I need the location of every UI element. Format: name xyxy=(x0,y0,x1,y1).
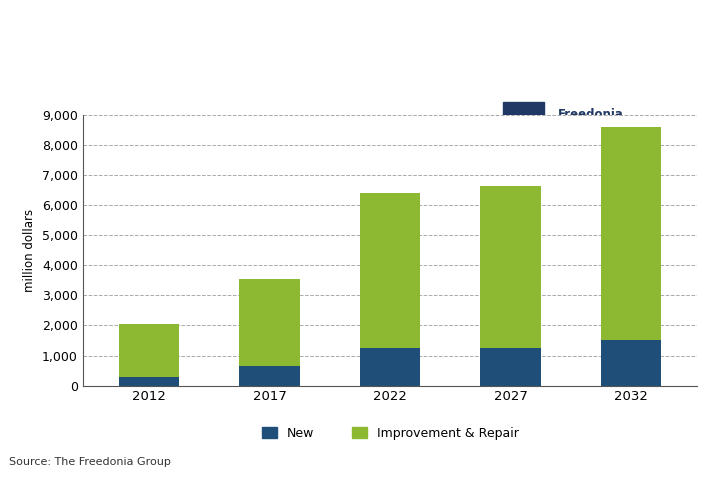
Bar xyxy=(119,376,179,386)
Bar xyxy=(239,279,300,366)
Bar xyxy=(239,366,300,386)
Bar xyxy=(360,193,420,348)
Bar xyxy=(503,102,544,118)
Text: Figure 3-3.
Residential Fencing Demand by Application,
2012, 2017, 2022, 2027, &: Figure 3-3. Residential Fencing Demand b… xyxy=(9,7,319,75)
Bar xyxy=(503,122,531,129)
Bar xyxy=(601,341,661,386)
Bar xyxy=(119,324,179,376)
Text: Freedonia: Freedonia xyxy=(558,108,623,121)
Legend: New, Improvement & Repair: New, Improvement & Repair xyxy=(262,427,518,440)
Bar xyxy=(503,136,544,144)
Text: Group: Group xyxy=(558,129,585,138)
Text: Source: The Freedonia Group: Source: The Freedonia Group xyxy=(9,457,171,467)
Bar xyxy=(480,348,541,386)
Bar xyxy=(601,127,661,341)
Y-axis label: million dollars: million dollars xyxy=(23,209,36,292)
Bar xyxy=(360,348,420,386)
Bar xyxy=(480,186,541,348)
